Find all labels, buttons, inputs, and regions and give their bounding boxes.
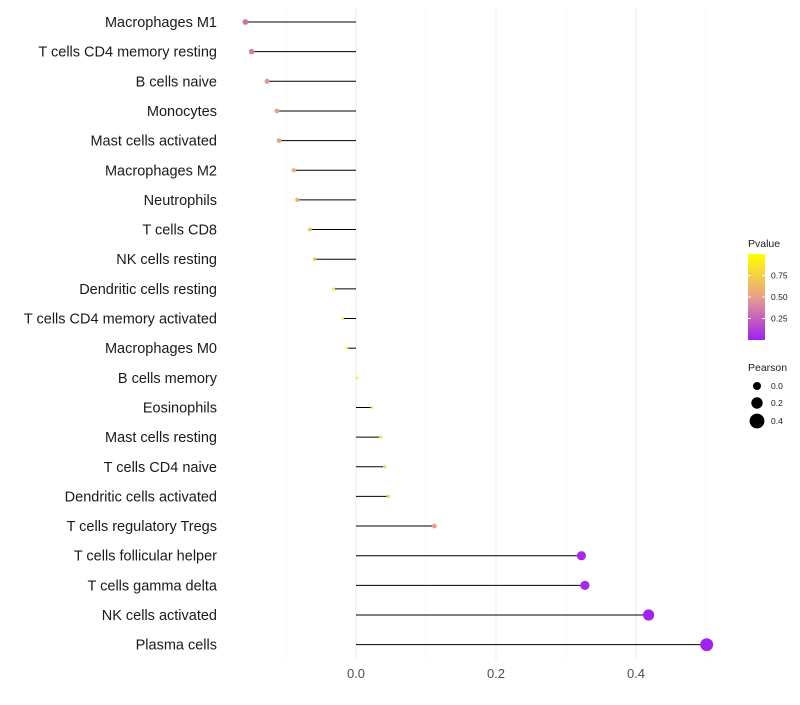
lollipop-point — [242, 19, 249, 25]
colorbar-tick-label: 0.75 — [771, 271, 788, 281]
category-label: T cells CD4 naive — [104, 460, 217, 476]
lollipop-item: Macrophages M1 — [105, 15, 356, 31]
category-label: B cells memory — [118, 371, 218, 387]
lollipop-point — [432, 523, 437, 529]
size-legend-key — [751, 397, 763, 409]
lollipop-item: B cells memory — [118, 371, 359, 387]
lollipop-item: T cells CD8 — [142, 223, 356, 239]
category-label: T cells regulatory Tregs — [67, 519, 217, 535]
legend-title-pvalue: Pvalue — [748, 238, 780, 250]
lollipop-item: Dendritic cells activated — [65, 489, 390, 505]
category-label: NK cells resting — [116, 252, 217, 268]
pearson-legend: Pearson 0.0 0.2 0.4 — [748, 362, 787, 429]
lollipop-item: Dendritic cells resting — [79, 282, 356, 298]
lollipop-item: NK cells resting — [116, 252, 356, 268]
lollipop-point — [341, 317, 345, 320]
category-label: Macrophages M1 — [105, 15, 217, 31]
x-tick-label: 0.4 — [627, 666, 645, 681]
category-label: T cells CD8 — [142, 223, 217, 239]
lollipop-item: Mast cells resting — [105, 430, 383, 446]
lollipop-point — [386, 494, 390, 499]
category-label: Plasma cells — [136, 638, 217, 654]
category-label: Eosinophils — [143, 400, 217, 416]
lollipop-point — [370, 406, 374, 409]
category-label: T cells gamma delta — [88, 578, 218, 594]
category-label: Mast cells resting — [105, 430, 217, 446]
category-label: Macrophages M2 — [105, 163, 217, 179]
lollipop-item: Neutrophils — [144, 193, 356, 209]
lollipop-point — [264, 78, 270, 84]
lollipop-item: Plasma cells — [136, 638, 714, 654]
lollipop-item: T cells CD4 naive — [104, 460, 387, 476]
x-tick-label: 0.2 — [487, 666, 505, 681]
size-legend-key — [749, 413, 765, 429]
lollipop-point — [700, 638, 714, 652]
lollipop-point — [643, 609, 655, 621]
lollipop-point — [345, 346, 349, 350]
colorbar-tick-label: 0.25 — [771, 314, 788, 324]
category-label: T cells CD4 memory activated — [24, 312, 217, 328]
category-label: Mast cells activated — [90, 134, 217, 150]
category-label: T cells CD4 memory resting — [38, 45, 217, 61]
size-legend-label: 0.0 — [771, 381, 783, 391]
lollipop-point — [378, 435, 383, 439]
lollipop-item: Monocytes — [147, 104, 356, 120]
legend-title-pearson: Pearson — [748, 362, 787, 374]
lollipop-item: T cells CD4 memory activated — [24, 312, 356, 328]
lollipop-point — [276, 138, 282, 143]
size-legend-label: 0.4 — [771, 416, 783, 426]
lollipop-item: T cells CD4 memory resting — [38, 45, 356, 61]
category-label: Monocytes — [147, 104, 217, 120]
category-label: NK cells activated — [102, 608, 217, 624]
lollipop-point — [274, 108, 280, 114]
lollipop-point — [383, 465, 387, 469]
lollipop-item: Macrophages M0 — [105, 341, 356, 357]
category-label: Neutrophils — [144, 193, 217, 209]
lollipop-point — [307, 227, 312, 232]
colorbar-tick-label: 0.50 — [771, 292, 788, 302]
lollipop-point — [356, 376, 359, 380]
lollipop-item: Macrophages M2 — [105, 163, 356, 179]
lollipop-point — [291, 168, 296, 173]
pvalue-legend: Pvalue 0.75 0.50 0.25 — [748, 238, 788, 340]
x-axis: 0.0 0.2 0.4 — [347, 666, 645, 681]
lollipop-item: NK cells activated — [102, 608, 655, 624]
lollipop-point — [295, 197, 300, 202]
lollipop-series: Macrophages M1 T cells CD4 memory resting… — [24, 15, 714, 654]
lollipop-item: Mast cells activated — [90, 134, 356, 150]
pvalue-colorbar — [748, 254, 765, 340]
category-label: Macrophages M0 — [105, 341, 217, 357]
category-label: T cells follicular helper — [74, 549, 217, 565]
lollipop-point — [576, 551, 586, 561]
gridlines — [285, 8, 707, 660]
category-label: B cells naive — [136, 74, 217, 90]
lollipop-item: T cells regulatory Tregs — [67, 519, 437, 535]
x-tick-label: 0.0 — [347, 666, 365, 681]
category-label: Dendritic cells activated — [65, 489, 217, 505]
lollipop-point — [580, 580, 590, 590]
lollipop-item: T cells gamma delta — [88, 578, 590, 594]
lollipop-point — [248, 48, 255, 55]
size-legend-key — [753, 382, 761, 390]
lollipop-item: T cells follicular helper — [74, 549, 586, 565]
lollipop-point — [332, 287, 336, 291]
lollipop-point — [312, 257, 317, 262]
lollipop-item: B cells naive — [136, 74, 356, 90]
category-label: Dendritic cells resting — [79, 282, 217, 298]
size-legend-label: 0.2 — [771, 398, 783, 408]
lollipop-item: Eosinophils — [143, 400, 374, 416]
